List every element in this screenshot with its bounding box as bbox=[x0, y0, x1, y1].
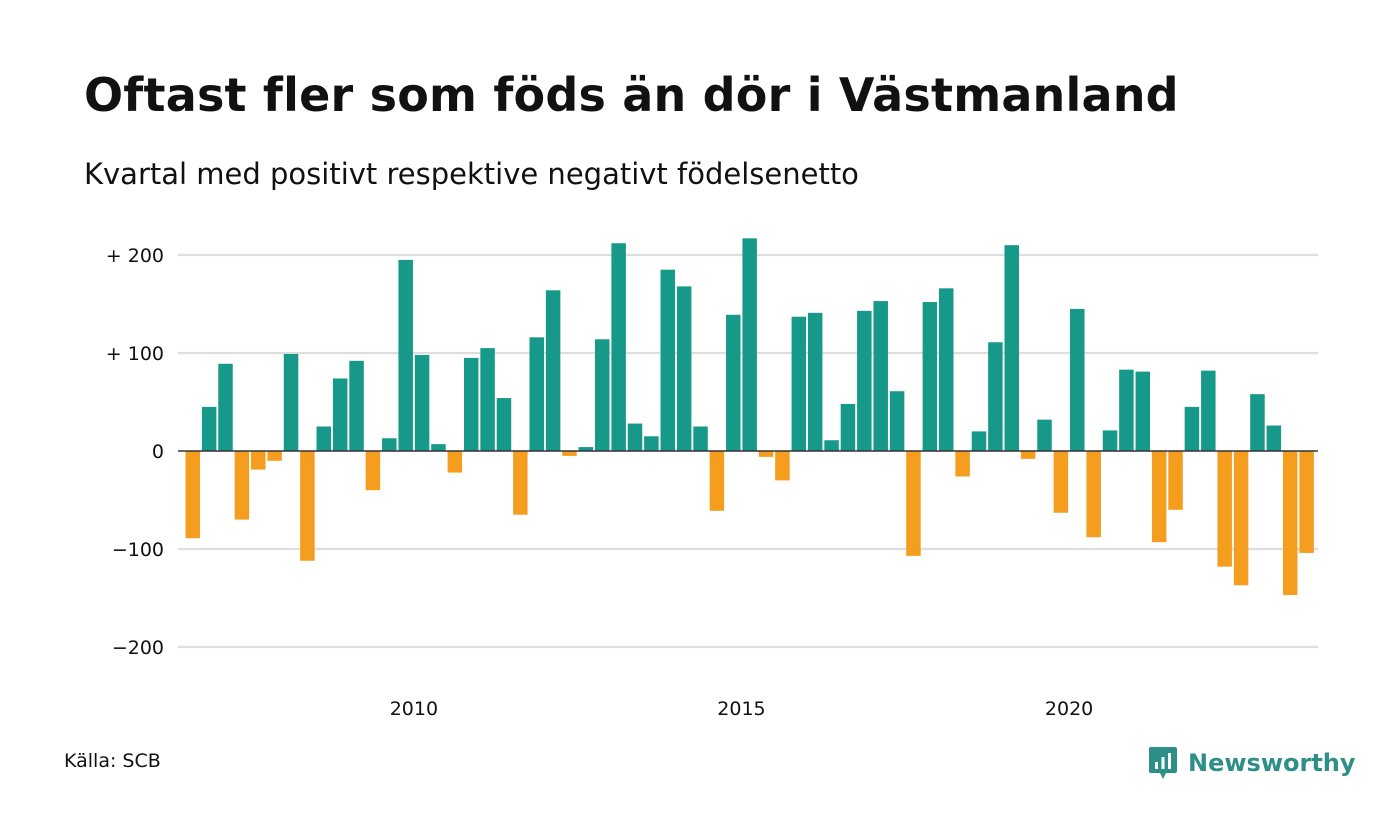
y-tick-label: 0 bbox=[152, 441, 164, 463]
negative-bar bbox=[775, 451, 790, 481]
negative-bar bbox=[251, 451, 266, 470]
brand-logo: Newsworthy bbox=[1148, 743, 1356, 783]
negative-bar bbox=[300, 451, 315, 561]
positive-bar bbox=[873, 301, 888, 451]
negative-bar bbox=[1086, 451, 1101, 538]
newsworthy-logo-icon bbox=[1149, 747, 1177, 779]
positive-bar bbox=[529, 337, 544, 451]
x-tick-label: 2010 bbox=[390, 698, 438, 720]
positive-bar bbox=[857, 310, 872, 451]
chart-title: Oftast fler som föds än dör i Västmanlan… bbox=[84, 68, 1179, 122]
positive-bar bbox=[1201, 370, 1216, 451]
negative-bar bbox=[562, 451, 577, 456]
negative-bar bbox=[513, 451, 528, 515]
brand-name: Newsworthy bbox=[1188, 749, 1356, 777]
bars bbox=[185, 238, 1314, 596]
positive-bar bbox=[840, 403, 856, 451]
axes: + 200 + 100 0 −100 −200 2010 2015 2020 bbox=[106, 245, 1318, 720]
positive-bar bbox=[971, 431, 987, 451]
positive-bar bbox=[201, 406, 217, 451]
positive-bar bbox=[791, 316, 807, 451]
positive-bar bbox=[922, 302, 938, 451]
positive-bar bbox=[398, 259, 413, 451]
positive-bar bbox=[578, 447, 594, 451]
positive-bar bbox=[676, 286, 692, 451]
positive-bar bbox=[431, 444, 446, 451]
positive-bar bbox=[414, 354, 430, 451]
positive-bar bbox=[824, 440, 839, 451]
negative-bar bbox=[955, 451, 970, 477]
negative-bar bbox=[365, 451, 381, 491]
positive-bar bbox=[726, 314, 741, 451]
positive-bar bbox=[480, 348, 495, 451]
positive-bar bbox=[938, 288, 954, 451]
negative-bar bbox=[1168, 451, 1183, 510]
positive-bar bbox=[1135, 371, 1151, 451]
x-tick-label: 2015 bbox=[717, 698, 765, 720]
positive-bar bbox=[1266, 425, 1282, 451]
positive-bar bbox=[595, 339, 610, 451]
negative-bar bbox=[709, 451, 725, 511]
positive-bar bbox=[545, 290, 561, 451]
negative-bar bbox=[234, 451, 250, 520]
x-tick-label: 2020 bbox=[1045, 698, 1093, 720]
negative-bar bbox=[758, 451, 774, 457]
positive-bar bbox=[693, 426, 708, 451]
y-tick-label: −100 bbox=[112, 539, 164, 561]
positive-bar bbox=[1070, 308, 1085, 451]
negative-bar bbox=[1282, 451, 1298, 596]
negative-bar bbox=[1020, 451, 1036, 459]
y-tick-label: −200 bbox=[112, 637, 164, 659]
positive-bar bbox=[332, 378, 348, 451]
positive-bar bbox=[1250, 394, 1265, 451]
chart-subtitle: Kvartal med positivt respektive negativt… bbox=[84, 157, 859, 191]
positive-bar bbox=[988, 342, 1003, 451]
negative-bar bbox=[1299, 451, 1314, 553]
positive-bar bbox=[382, 438, 397, 451]
negative-bar bbox=[447, 451, 463, 473]
negative-bar bbox=[1233, 451, 1249, 586]
positive-bar bbox=[1037, 419, 1052, 451]
positive-bar bbox=[742, 238, 757, 451]
negative-bar bbox=[1217, 451, 1232, 567]
negative-bar bbox=[267, 451, 282, 461]
positive-bar bbox=[644, 436, 659, 451]
positive-bar bbox=[889, 391, 905, 451]
positive-bar bbox=[349, 360, 364, 451]
positive-bar bbox=[627, 423, 643, 451]
positive-bar bbox=[611, 243, 626, 451]
positive-bar bbox=[496, 398, 512, 451]
negative-bar bbox=[906, 451, 921, 556]
positive-bar bbox=[807, 312, 823, 451]
positive-bar bbox=[1102, 430, 1118, 451]
positive-bar bbox=[218, 363, 233, 451]
positive-bar bbox=[463, 357, 479, 451]
positive-bar bbox=[283, 353, 299, 451]
negative-bar bbox=[1053, 451, 1069, 513]
positive-bar bbox=[1119, 369, 1134, 451]
positive-bar bbox=[660, 269, 676, 451]
positive-bar bbox=[316, 426, 332, 451]
positive-bar bbox=[1004, 245, 1019, 451]
negative-bar bbox=[185, 451, 200, 539]
negative-bar bbox=[1151, 451, 1167, 543]
y-tick-label: + 200 bbox=[106, 245, 164, 267]
source-note: Källa: SCB bbox=[64, 750, 161, 772]
y-tick-label: + 100 bbox=[106, 343, 164, 365]
positive-bar bbox=[1184, 406, 1200, 451]
